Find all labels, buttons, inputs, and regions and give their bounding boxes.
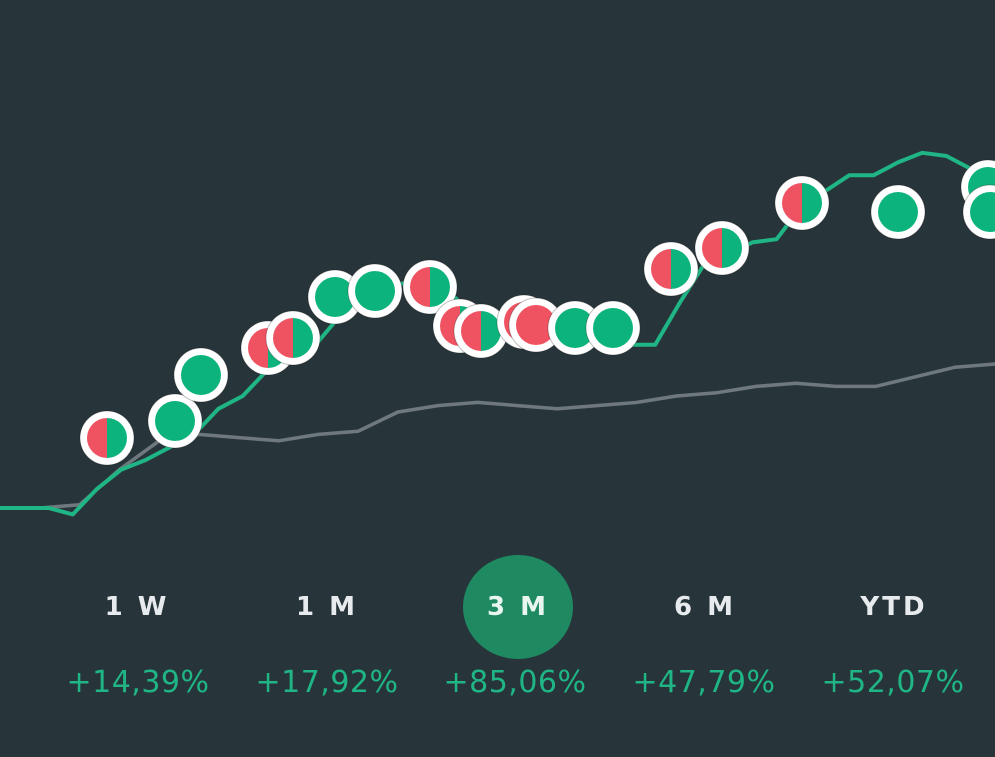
mixed-trade-marker[interactable] xyxy=(694,220,750,276)
buy-trade-marker[interactable] xyxy=(173,347,229,403)
period-selector: 1 W 1 M 3 M 6 M YTD xyxy=(0,555,995,665)
sell-trade-marker[interactable] xyxy=(508,297,564,353)
return-ytd: +52,07% xyxy=(821,665,965,700)
period-1w-button[interactable]: 1 W xyxy=(104,592,170,622)
mixed-trade-marker[interactable] xyxy=(453,303,509,359)
period-3m-button[interactable]: 3 M xyxy=(463,555,573,659)
return-3m: +85,06% xyxy=(443,665,587,700)
return-1w: +14,39% xyxy=(66,665,210,700)
period-returns: +14,39% +17,92% +85,06% +47,79% +52,07% xyxy=(0,665,995,725)
performance-chart xyxy=(0,150,995,517)
buy-trade-marker[interactable] xyxy=(547,300,603,356)
trade-markers xyxy=(79,159,995,466)
return-6m: +47,79% xyxy=(632,665,776,700)
mixed-trade-marker[interactable] xyxy=(265,310,321,366)
buy-trade-marker[interactable] xyxy=(147,393,203,449)
return-1m: +17,92% xyxy=(255,665,399,700)
period-ytd-button[interactable]: YTD xyxy=(860,592,928,622)
mixed-trade-marker[interactable] xyxy=(79,410,135,466)
buy-trade-marker[interactable] xyxy=(307,269,363,325)
buy-trade-marker[interactable] xyxy=(585,300,641,356)
benchmark-line xyxy=(0,362,995,510)
period-6m-button[interactable]: 6 M xyxy=(673,592,736,622)
buy-trade-marker[interactable] xyxy=(870,184,926,240)
buy-trade-marker[interactable] xyxy=(347,263,403,319)
mixed-trade-marker[interactable] xyxy=(774,175,830,231)
period-1m-button[interactable]: 1 M xyxy=(295,592,358,622)
mixed-trade-marker[interactable] xyxy=(402,259,458,315)
mixed-trade-marker[interactable] xyxy=(643,241,699,297)
buy-trade-marker[interactable] xyxy=(962,184,995,240)
